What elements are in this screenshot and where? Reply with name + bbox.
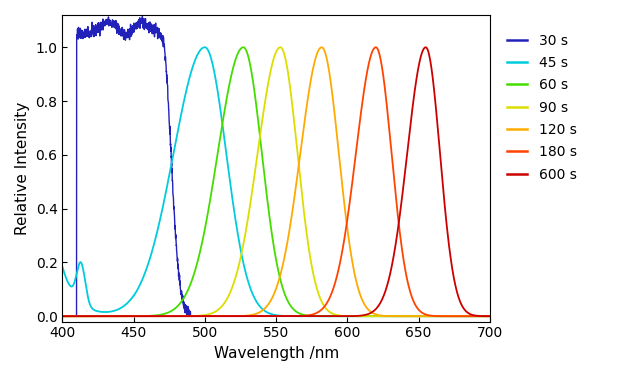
120 s — [107, 314, 115, 318]
90 s — [133, 314, 140, 318]
180 s — [133, 314, 140, 318]
45 s — [223, 152, 230, 157]
Line: 600 s: 600 s — [62, 47, 490, 316]
600 s — [107, 314, 115, 318]
600 s — [422, 45, 430, 50]
180 s — [432, 314, 440, 318]
60 s — [432, 314, 440, 318]
60 s — [222, 98, 230, 103]
90 s — [107, 314, 115, 318]
90 s — [222, 298, 230, 302]
Line: 90 s: 90 s — [62, 47, 490, 316]
60 s — [133, 314, 140, 318]
180 s — [107, 314, 115, 318]
60 s — [239, 45, 247, 50]
120 s — [133, 314, 140, 318]
X-axis label: Wavelength /nm: Wavelength /nm — [214, 346, 338, 361]
600 s — [222, 314, 230, 318]
120 s — [486, 314, 494, 318]
180 s — [222, 314, 230, 318]
120 s — [318, 45, 325, 50]
45 s — [201, 45, 208, 50]
30 s — [486, 314, 494, 318]
30 s — [58, 314, 66, 318]
90 s — [241, 234, 249, 239]
120 s — [241, 314, 249, 318]
600 s — [478, 314, 485, 318]
30 s — [432, 314, 440, 318]
60 s — [58, 314, 66, 318]
600 s — [432, 102, 440, 106]
90 s — [478, 314, 485, 318]
600 s — [58, 314, 66, 318]
Legend: 30 s, 45 s, 60 s, 90 s, 120 s, 180 s, 600 s: 30 s, 45 s, 60 s, 90 s, 120 s, 180 s, 60… — [501, 28, 582, 187]
90 s — [432, 314, 440, 318]
120 s — [478, 314, 485, 318]
90 s — [276, 45, 284, 50]
Line: 120 s: 120 s — [62, 47, 490, 316]
30 s — [133, 27, 140, 31]
180 s — [241, 314, 249, 318]
180 s — [478, 314, 485, 318]
90 s — [486, 314, 494, 318]
120 s — [432, 314, 440, 318]
600 s — [486, 314, 494, 318]
30 s — [223, 314, 230, 318]
180 s — [486, 314, 494, 318]
45 s — [107, 309, 115, 314]
Line: 180 s: 180 s — [62, 47, 490, 316]
45 s — [58, 265, 66, 269]
90 s — [58, 314, 66, 318]
45 s — [133, 289, 140, 294]
Line: 45 s: 45 s — [62, 47, 490, 316]
30 s — [478, 314, 485, 318]
60 s — [241, 46, 249, 50]
30 s — [107, 20, 115, 25]
45 s — [486, 314, 494, 318]
60 s — [486, 314, 494, 318]
45 s — [432, 314, 440, 318]
180 s — [58, 314, 66, 318]
600 s — [133, 314, 140, 318]
60 s — [478, 314, 485, 318]
30 s — [241, 314, 249, 318]
120 s — [58, 314, 66, 318]
45 s — [241, 268, 249, 272]
30 s — [139, 14, 146, 19]
600 s — [241, 314, 249, 318]
Line: 30 s: 30 s — [62, 17, 490, 316]
120 s — [222, 314, 230, 318]
180 s — [372, 45, 379, 50]
Line: 60 s: 60 s — [62, 47, 490, 316]
Y-axis label: Relative Intensity: Relative Intensity — [15, 102, 30, 235]
60 s — [107, 314, 115, 318]
45 s — [478, 314, 485, 318]
